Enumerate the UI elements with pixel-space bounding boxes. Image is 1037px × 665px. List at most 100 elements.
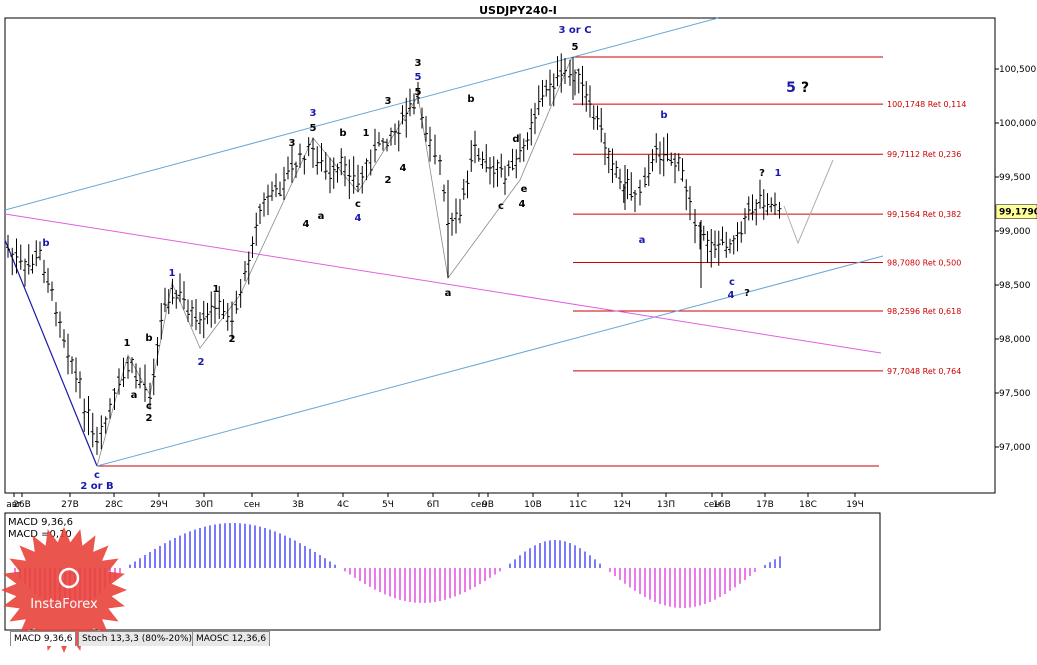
candle (480, 151, 485, 169)
wave-label: 4 (303, 219, 310, 230)
candle (506, 160, 511, 177)
candle (103, 416, 108, 434)
time-tick-label: 28C (105, 500, 123, 510)
candle (270, 181, 274, 201)
candle (584, 81, 589, 112)
candle (302, 155, 307, 175)
candle (126, 356, 130, 379)
candle (396, 120, 401, 152)
candle (186, 299, 190, 322)
candle (23, 258, 27, 287)
chart-title: USDJPY240-I (479, 4, 557, 17)
candle (536, 85, 541, 116)
candle (716, 230, 721, 266)
tab-stoch[interactable]: Stoch 13,3,3 (80%-20%) (78, 631, 197, 646)
wave-label: b (339, 128, 346, 139)
candle (30, 254, 35, 274)
price-tick-label: 98,000 (999, 335, 1031, 345)
candle (246, 251, 251, 285)
candle (155, 336, 160, 366)
candle (62, 329, 66, 348)
candle (138, 367, 142, 389)
candle (676, 153, 681, 172)
candle (356, 164, 360, 193)
time-tick-label: 9B (482, 500, 494, 510)
candle (588, 85, 592, 118)
candle (438, 154, 442, 176)
tab-maosc[interactable]: MAOSC 12,36,6 (192, 631, 271, 646)
price-tick-label: 97,000 (999, 443, 1031, 453)
time-tick-label: 5Ч (382, 500, 394, 510)
wave-label: 3 (310, 108, 317, 119)
candle (713, 230, 717, 258)
wave-label: 1 (124, 338, 131, 349)
candle (761, 189, 766, 220)
tab-macd[interactable]: MACD 9,36,6 (10, 631, 77, 646)
candle (108, 398, 112, 419)
candle (693, 209, 697, 244)
candle (38, 241, 42, 261)
candle (385, 138, 389, 152)
candle (603, 132, 607, 165)
candle (580, 65, 585, 106)
candle (544, 79, 549, 97)
time-tick-label: 6П (427, 500, 440, 510)
candle (163, 287, 167, 313)
watermark-text: InstaForex (30, 597, 98, 612)
fib-label: 100,1748 Ret 0,114 (887, 100, 966, 109)
candle (518, 133, 522, 163)
candle (758, 179, 762, 209)
watermark-logo-icon (58, 567, 80, 589)
wave-label: 5 (310, 123, 317, 134)
time-tick-label: 17B (756, 500, 774, 510)
candle (591, 105, 596, 130)
candle (525, 132, 530, 150)
price-tick-label: 100,000 (999, 119, 1036, 129)
candle (658, 141, 662, 175)
channel-upper (4, 17, 719, 211)
candle (661, 137, 666, 177)
wave-label: b (145, 333, 152, 344)
time-tick-label: 16B (713, 500, 731, 510)
macd-title: MACD 9,36,6 (8, 517, 73, 528)
wave-label: 1 (169, 268, 176, 279)
candle (205, 302, 210, 325)
candle (688, 186, 692, 221)
time-tick-label: 4C (337, 500, 349, 510)
candle (213, 292, 217, 324)
candle (673, 152, 677, 184)
wave-label: c (94, 470, 100, 481)
time-tick-label: 26B (13, 500, 31, 510)
candle (347, 159, 352, 200)
fib-label: 99,7112 Ret 0,236 (887, 150, 961, 159)
candle (389, 127, 393, 146)
candle (121, 357, 126, 387)
candle (148, 382, 152, 410)
candle (709, 228, 714, 268)
wave-label: a (445, 288, 452, 299)
wave-label: 3 or C (558, 25, 591, 36)
candle (315, 146, 320, 175)
price-tick-label: 100,500 (999, 65, 1036, 75)
candle (86, 396, 91, 436)
candle (576, 68, 581, 94)
candle (298, 143, 302, 168)
watermark-badge (1, 527, 127, 653)
wave-label: 5 (786, 80, 796, 96)
candle (450, 212, 454, 236)
candle (484, 144, 489, 173)
wave-label: a (318, 211, 325, 222)
candle (646, 154, 651, 187)
candle (331, 157, 336, 189)
candle (442, 184, 446, 202)
candle (134, 363, 138, 389)
price-tick-label: 99,500 (999, 173, 1031, 183)
projection-path (783, 159, 834, 245)
candle (174, 289, 179, 309)
candle (46, 268, 50, 293)
price-tick-label: 98,500 (999, 281, 1031, 291)
candle (629, 172, 634, 201)
candle (503, 165, 507, 195)
wave-label: 1 (213, 284, 220, 295)
candle (743, 208, 747, 235)
